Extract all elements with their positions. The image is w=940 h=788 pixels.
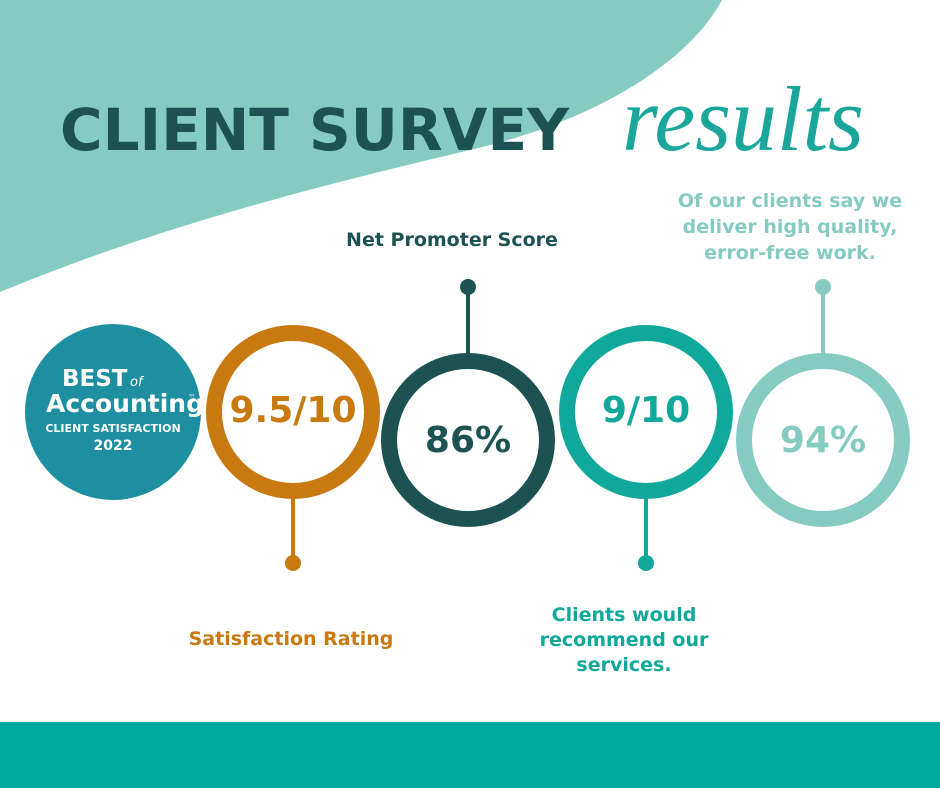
title: CLIENT SURVEY — [60, 96, 570, 164]
connector-dot — [638, 555, 654, 571]
background-blob — [0, 0, 722, 292]
badge-subtitle: CLIENT SATISFACTION — [45, 422, 180, 435]
stat-caption: deliver high quality, — [683, 216, 898, 238]
ring — [736, 353, 910, 527]
stat-caption: services. — [576, 654, 671, 676]
stat-recommend: 9/10 Clients would recommend our service… — [540, 325, 733, 676]
ring — [381, 353, 555, 527]
connector-dot — [285, 555, 301, 571]
badge-best: BEST — [62, 366, 128, 392]
stat-value: 86% — [425, 420, 511, 461]
footer-bar — [0, 722, 940, 788]
connector-dot — [460, 279, 476, 295]
ring — [206, 325, 380, 499]
stat-caption: Satisfaction Rating — [189, 628, 394, 650]
badge-accounting: Accounting — [46, 389, 204, 418]
stat-caption: Of our clients say we — [678, 190, 902, 212]
badge-circle — [25, 324, 201, 500]
badge-of: of — [130, 375, 145, 390]
stat-nps: 86% Net Promoter Score — [346, 229, 558, 527]
stat-value: 9/10 — [602, 390, 690, 431]
badge: BEST of Accounting ™ CLIENT SATISFACTION… — [25, 324, 204, 500]
ring — [559, 325, 733, 499]
badge-year: 2022 — [94, 438, 133, 454]
stat-value: 9.5/10 — [229, 390, 356, 431]
stat-caption: Clients would — [552, 604, 697, 626]
connector-dot — [815, 279, 831, 295]
stat-caption: Net Promoter Score — [346, 229, 558, 251]
stat-satisfaction: 9.5/10 Satisfaction Rating — [189, 325, 394, 650]
stat-value: 94% — [780, 420, 866, 461]
title-script: results — [622, 68, 864, 170]
stat-quality: 94% Of our clients say we deliver high q… — [678, 190, 910, 527]
stat-caption: error-free work. — [704, 242, 876, 264]
stat-caption: recommend our — [540, 629, 709, 651]
badge-tm: ™ — [188, 393, 196, 402]
